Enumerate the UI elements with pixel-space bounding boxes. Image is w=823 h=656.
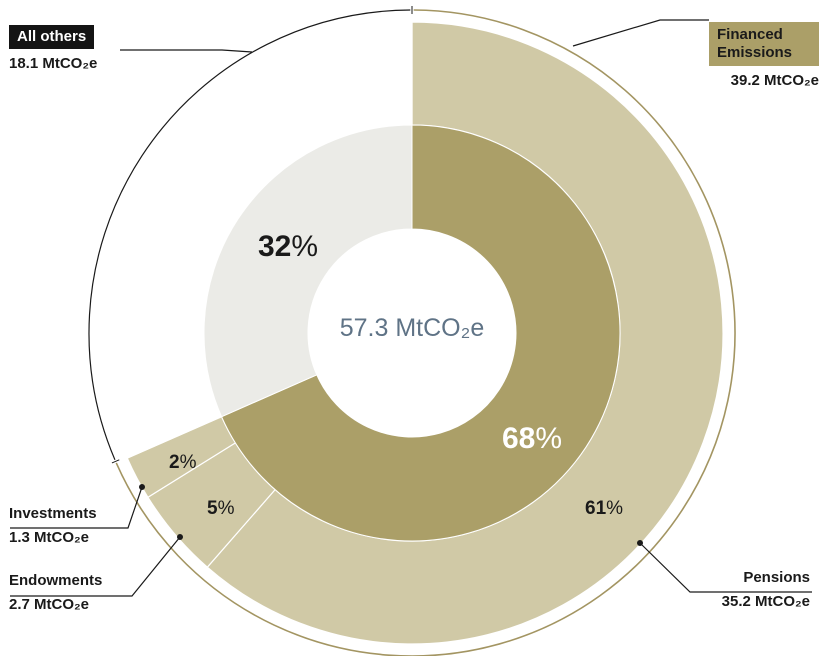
percent-value: 5	[207, 498, 218, 519]
percent-sign: %	[217, 498, 235, 519]
percent-label-endowments: 5%	[207, 499, 234, 518]
frame-arc-financed	[115, 9, 736, 656]
leader-investments	[10, 486, 143, 529]
leader-all-others	[120, 49, 253, 53]
percent-sign: %	[535, 422, 563, 455]
callout-financed-value: 39.2 MtCO₂e	[730, 72, 819, 89]
leader-lines	[10, 19, 812, 597]
leader-dot-investments	[139, 484, 145, 490]
callout-all-others: All others 18.1 MtCO₂e	[9, 25, 97, 73]
percent-sign: %	[606, 498, 624, 519]
percent-sign: %	[291, 230, 319, 263]
chart-frame	[88, 6, 736, 656]
percent-label-pensions: 61%	[585, 499, 623, 518]
callout-endowments-value: 2.7 MtCO₂e	[9, 596, 90, 613]
callout-pensions-name: Pensions	[743, 569, 810, 586]
percent-label-all-others-inner: 32%	[258, 232, 318, 262]
callout-endowments-name: Endowments	[9, 572, 103, 589]
leader-financed-emissions	[572, 19, 709, 47]
callout-pensions-value: 35.2 MtCO₂e	[721, 593, 810, 610]
callout-endowments: Endowments 2.7 MtCO₂e	[9, 572, 102, 614]
callout-financed-emissions: Financed Emissions 39.2 MtCO₂e	[709, 22, 819, 90]
leader-endowments	[10, 536, 181, 597]
percent-sign: %	[179, 452, 197, 473]
callout-financed-name: Financed Emissions	[709, 22, 819, 66]
percent-label-financed-inner: 68%	[502, 424, 562, 454]
percent-value: 68	[502, 422, 536, 455]
callout-all-others-name: All others	[9, 25, 95, 49]
percent-value: 61	[585, 498, 607, 519]
callout-investments: Investments 1.3 MtCO₂e	[9, 505, 97, 547]
callout-pensions: Pensions 35.2 MtCO₂e	[680, 569, 810, 611]
percent-value: 2	[169, 452, 180, 473]
callout-all-others-value: 18.1 MtCO₂e	[9, 55, 98, 72]
callout-investments-name: Investments	[9, 505, 97, 522]
inner-ring	[203, 124, 621, 542]
inner-segment-financed-emissions	[220, 124, 621, 542]
callout-investments-value: 1.3 MtCO₂e	[9, 529, 90, 546]
inner-segment-all-others	[203, 124, 413, 418]
frame-arc-all-others	[88, 9, 411, 461]
frame-tick-1	[111, 459, 120, 464]
center-total-label: 57.3 MtCO₂e	[339, 314, 485, 342]
percent-label-investments: 2%	[169, 453, 196, 472]
leader-pensions	[639, 542, 812, 593]
leader-dot-pensions	[637, 540, 643, 546]
leader-dot-endowments	[177, 534, 183, 540]
percent-value: 32	[258, 230, 292, 263]
